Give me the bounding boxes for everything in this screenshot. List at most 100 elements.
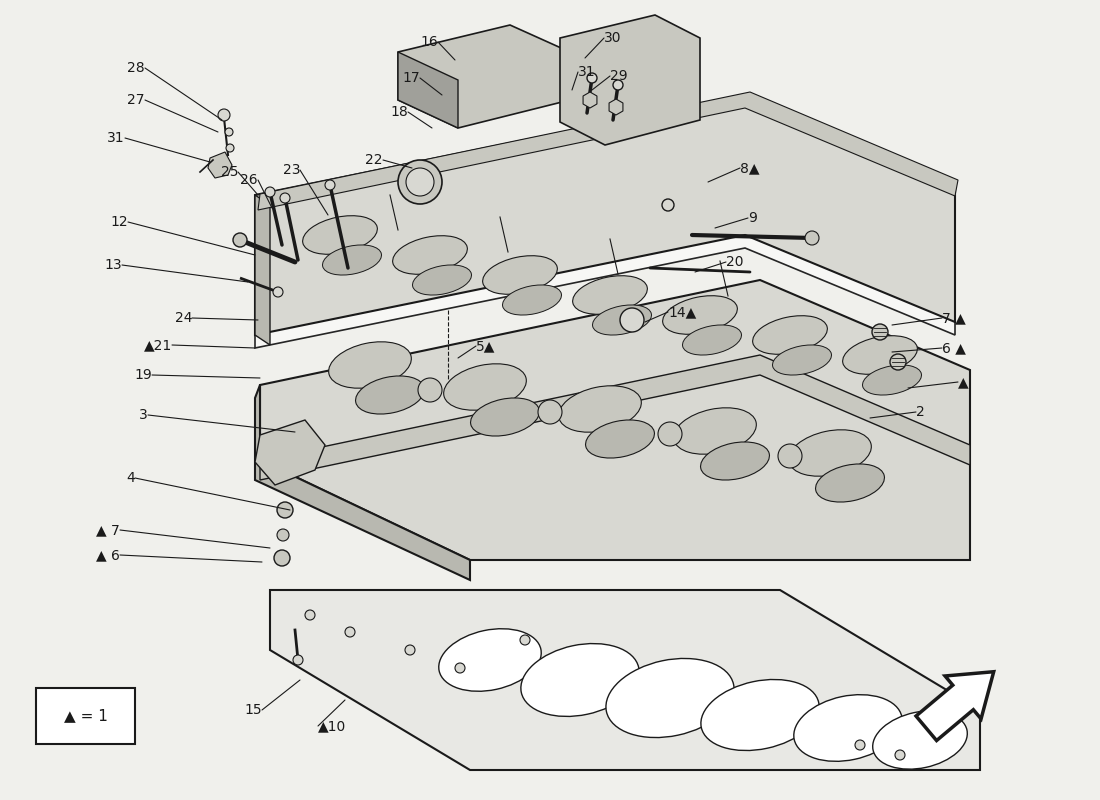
Polygon shape: [270, 590, 980, 770]
Text: 31: 31: [108, 131, 125, 145]
Circle shape: [613, 80, 623, 90]
Ellipse shape: [673, 408, 757, 454]
Circle shape: [418, 378, 442, 402]
Circle shape: [538, 400, 562, 424]
Polygon shape: [258, 92, 958, 210]
Ellipse shape: [843, 336, 917, 374]
Ellipse shape: [682, 325, 741, 355]
Ellipse shape: [521, 643, 639, 717]
Circle shape: [662, 199, 674, 211]
Ellipse shape: [862, 365, 922, 395]
Text: 5▲: 5▲: [476, 339, 495, 353]
Ellipse shape: [559, 386, 641, 432]
Text: ▲ 6: ▲ 6: [96, 548, 120, 562]
Circle shape: [345, 627, 355, 637]
Polygon shape: [260, 355, 970, 480]
Ellipse shape: [752, 316, 827, 354]
Circle shape: [273, 287, 283, 297]
Text: 16: 16: [420, 35, 438, 49]
Text: 30: 30: [604, 31, 622, 45]
Text: 31: 31: [578, 65, 595, 79]
Ellipse shape: [471, 398, 539, 436]
Ellipse shape: [701, 679, 820, 750]
Circle shape: [805, 231, 820, 245]
Text: 6 ▲: 6 ▲: [942, 341, 966, 355]
Text: 25: 25: [220, 165, 238, 179]
Ellipse shape: [662, 296, 737, 334]
Text: 18: 18: [390, 105, 408, 119]
Text: 9: 9: [748, 211, 757, 225]
Text: 13: 13: [104, 258, 122, 272]
Ellipse shape: [355, 376, 425, 414]
Circle shape: [277, 502, 293, 518]
Ellipse shape: [794, 694, 902, 762]
Circle shape: [406, 168, 434, 196]
Text: ▲ 7: ▲ 7: [97, 523, 120, 537]
Text: ▲21: ▲21: [144, 338, 172, 352]
Polygon shape: [208, 152, 232, 178]
Ellipse shape: [573, 276, 648, 314]
Polygon shape: [255, 95, 955, 335]
Circle shape: [895, 750, 905, 760]
Ellipse shape: [585, 420, 654, 458]
Ellipse shape: [443, 364, 526, 410]
Circle shape: [405, 645, 415, 655]
Circle shape: [218, 109, 230, 121]
Ellipse shape: [322, 245, 382, 275]
Polygon shape: [255, 385, 470, 580]
Ellipse shape: [483, 256, 558, 294]
Text: 28: 28: [128, 61, 145, 75]
Ellipse shape: [503, 285, 561, 315]
Ellipse shape: [789, 430, 871, 476]
Text: 12: 12: [110, 215, 128, 229]
Circle shape: [293, 655, 303, 665]
Ellipse shape: [329, 342, 411, 388]
Text: 14▲: 14▲: [668, 305, 696, 319]
Text: 23: 23: [283, 163, 300, 177]
Text: 19: 19: [134, 368, 152, 382]
Text: 7 ▲: 7 ▲: [942, 311, 966, 325]
Text: 24: 24: [175, 311, 192, 325]
Polygon shape: [398, 25, 570, 128]
Circle shape: [620, 308, 644, 332]
Ellipse shape: [302, 216, 377, 254]
Text: 20: 20: [726, 255, 744, 269]
Ellipse shape: [412, 265, 472, 295]
Circle shape: [280, 193, 290, 203]
Ellipse shape: [606, 658, 734, 738]
Circle shape: [520, 635, 530, 645]
Ellipse shape: [772, 345, 832, 375]
Circle shape: [226, 128, 233, 136]
Ellipse shape: [593, 305, 651, 335]
Ellipse shape: [872, 711, 967, 769]
Text: 17: 17: [403, 71, 420, 85]
Polygon shape: [255, 218, 955, 348]
Text: 8▲: 8▲: [740, 161, 759, 175]
Text: 2: 2: [916, 405, 925, 419]
Circle shape: [855, 740, 865, 750]
Circle shape: [305, 610, 315, 620]
Circle shape: [778, 444, 802, 468]
Circle shape: [226, 144, 234, 152]
Circle shape: [265, 187, 275, 197]
Circle shape: [890, 354, 906, 370]
Text: 27: 27: [128, 93, 145, 107]
Text: 29: 29: [610, 69, 628, 83]
Text: 3: 3: [140, 408, 148, 422]
Polygon shape: [398, 52, 458, 128]
Circle shape: [587, 73, 597, 83]
Polygon shape: [255, 195, 270, 345]
Circle shape: [398, 160, 442, 204]
Text: 26: 26: [241, 173, 258, 187]
Text: 22: 22: [365, 153, 383, 167]
Polygon shape: [916, 672, 993, 741]
Circle shape: [324, 180, 336, 190]
Circle shape: [274, 550, 290, 566]
Ellipse shape: [815, 464, 884, 502]
Circle shape: [658, 422, 682, 446]
Circle shape: [872, 324, 888, 340]
Circle shape: [233, 233, 248, 247]
Ellipse shape: [701, 442, 769, 480]
Text: ▲10: ▲10: [318, 719, 346, 733]
Polygon shape: [260, 280, 970, 560]
